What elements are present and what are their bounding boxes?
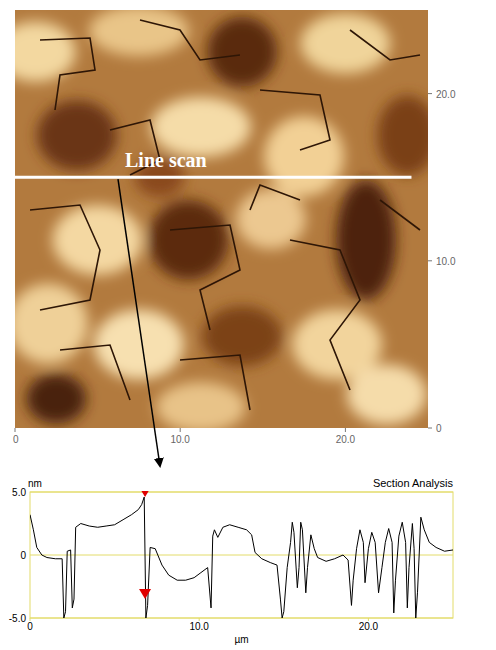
texture-blob: [264, 116, 344, 196]
texture-blob: [15, 22, 76, 82]
grid-line: [30, 492, 453, 493]
texture-blob: [336, 180, 396, 300]
texture-blob: [37, 100, 117, 170]
x-tick-label: 0: [13, 434, 19, 445]
x-tick-label: 10.0: [189, 621, 209, 632]
title: Section Analysis: [373, 477, 454, 489]
texture-blob: [151, 97, 251, 157]
grain-contour: [30, 205, 100, 310]
grid-line: [30, 618, 453, 619]
grain-contour: [260, 90, 330, 150]
texture-blob: [89, 10, 189, 56]
texture-blob: [148, 200, 228, 280]
y-tick: [428, 93, 432, 94]
page: Line scan010.020.0010.020.0-5.005.0010.0…: [0, 0, 496, 650]
x-tick-label: 20.0: [359, 621, 379, 632]
y-tick-label: 0: [20, 550, 26, 561]
afm-texture: [15, 10, 428, 428]
y-tick: [428, 428, 432, 429]
arrow: [118, 179, 160, 466]
cursor-marker: [139, 491, 151, 497]
grain-contour: [380, 200, 420, 230]
y-axis-label: nm: [28, 478, 42, 489]
x-tick-label: 10.0: [170, 434, 190, 445]
grain-contour: [290, 240, 360, 390]
texture-blob: [377, 95, 428, 175]
line-scan: [15, 176, 411, 179]
grain-contour: [60, 345, 130, 400]
grain-contour: [40, 38, 95, 110]
x-tick-label: 20.0: [336, 434, 356, 445]
texture-blob: [26, 374, 86, 424]
x-axis-label: µm: [234, 634, 248, 645]
x-tick-label: 0: [27, 621, 33, 632]
texture-blob: [15, 284, 88, 364]
texture-blob: [156, 382, 246, 428]
grain-contour: [350, 30, 420, 60]
texture-blob: [207, 17, 277, 87]
grain-contour: [180, 355, 250, 410]
texture-blob: [300, 13, 390, 73]
plot-frame: [30, 492, 453, 618]
grid-line: [30, 555, 453, 556]
x-tick: [180, 428, 181, 432]
y-tick-label: -5.0: [9, 613, 27, 624]
data-group: [30, 491, 453, 618]
grain-contour: [250, 185, 300, 210]
x-tick: [15, 428, 16, 432]
afm-image: [15, 10, 428, 428]
x-tick: [345, 428, 346, 432]
y-tick-label: 10.0: [436, 256, 456, 267]
texture-blob: [347, 365, 427, 425]
grain-contour: [140, 20, 240, 60]
y-tick-label: 5.0: [12, 487, 26, 498]
profile-line: [30, 497, 453, 618]
y-tick-label: 0: [436, 423, 442, 434]
grain-contour: [170, 225, 240, 330]
y-tick: [428, 260, 432, 261]
y-tick-label: 20.0: [436, 89, 456, 100]
cursor-marker: [139, 589, 151, 599]
line-scan-label: Line scan: [125, 149, 207, 171]
afm-ground: [15, 10, 428, 428]
